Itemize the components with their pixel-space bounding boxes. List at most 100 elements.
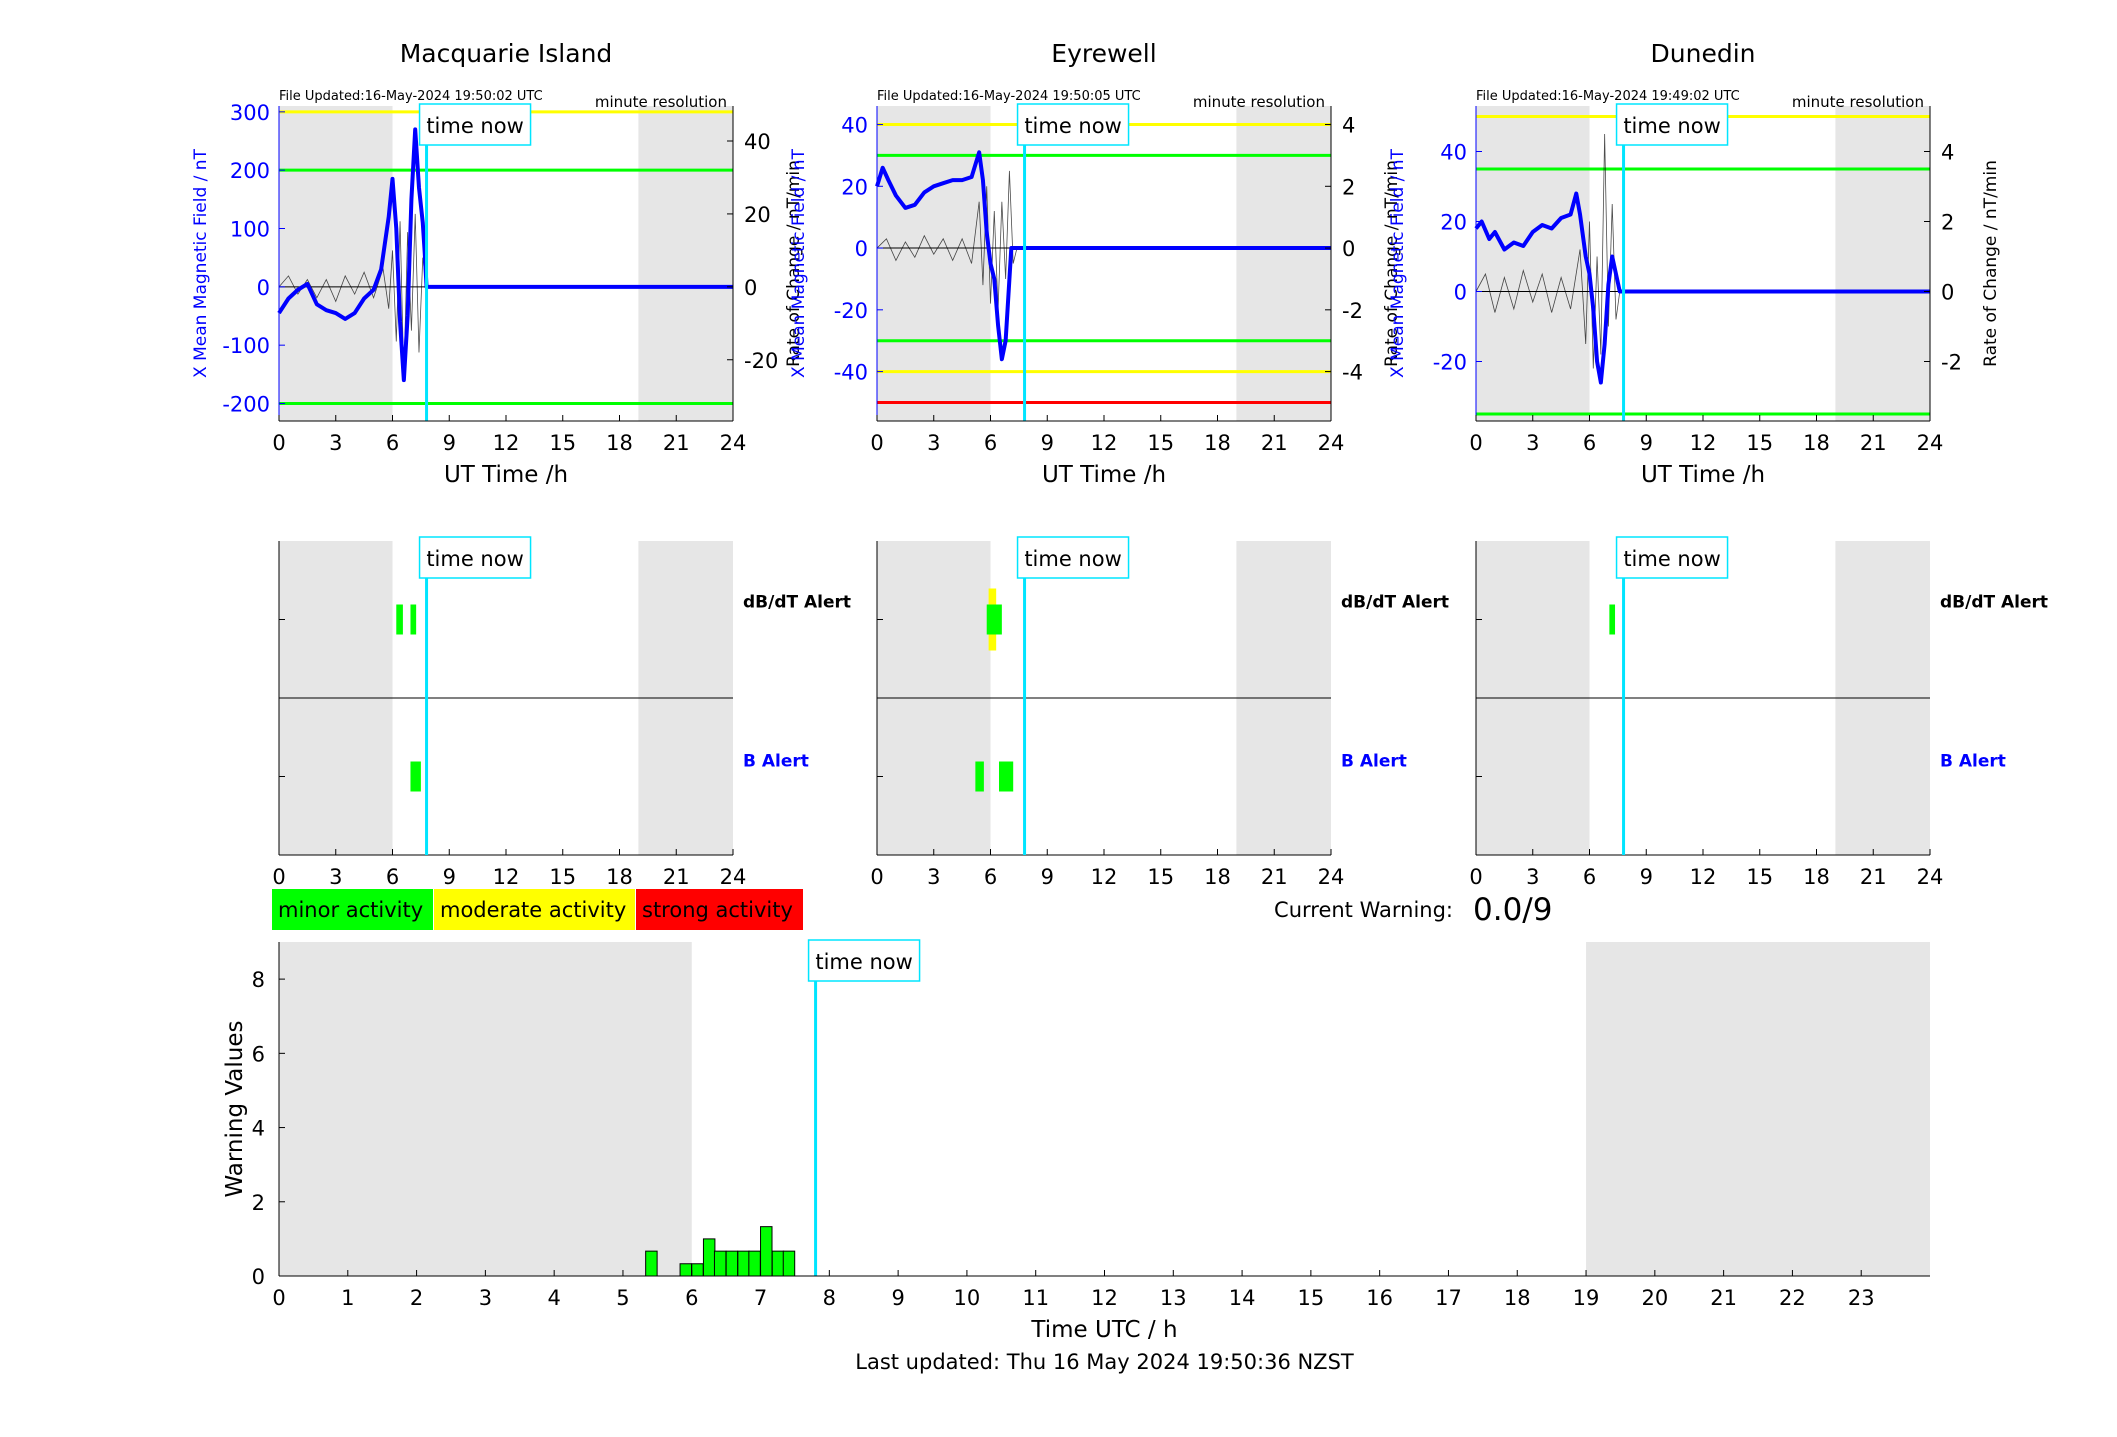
- time-now-label: time now: [426, 114, 523, 138]
- x-tick-label: 0: [1469, 865, 1482, 889]
- y-right-tick-label: 0: [744, 276, 757, 300]
- x-tick-label: 3: [927, 865, 940, 889]
- current-warning-label: Current Warning:: [1274, 898, 1453, 922]
- x-tick-label: 12: [1091, 1286, 1118, 1310]
- legend-swatch-1: [434, 889, 635, 930]
- x-tick-label: 3: [927, 431, 940, 455]
- warning-bar: [771, 1250, 785, 1277]
- x-tick-label: 21: [1710, 1286, 1737, 1310]
- y-right-tick-label: 4: [1342, 114, 1355, 138]
- y-right-axis-label: Rate of Change / nT/min: [1382, 160, 1402, 367]
- x-tick-label: 0: [272, 1286, 285, 1310]
- dbdt-alert-label: dB/dT Alert: [1940, 593, 2048, 613]
- last-updated: Last updated: Thu 16 May 2024 19:50:36 N…: [855, 1350, 1354, 1374]
- b-alert-label: B Alert: [743, 752, 809, 772]
- station-chart-0: 0 3 6 9 12 15 18 21 24-200-1000100200300-2002040…: [191, 39, 804, 488]
- time-now-box: [1615, 103, 1729, 146]
- y-tick-label: 8: [252, 968, 265, 992]
- warning-bar: [760, 1226, 773, 1277]
- x-tick-label: 24: [1318, 865, 1345, 889]
- x-tick-label: 7: [754, 1286, 767, 1310]
- resolution-label: minute resolution: [595, 93, 727, 111]
- y-right-tick-label: -4: [1342, 361, 1363, 385]
- x-tick-label: 24: [1318, 431, 1345, 455]
- x-tick-label: 9: [1041, 865, 1054, 889]
- time-now-label: time now: [426, 547, 523, 571]
- x-tick-label: 15: [1147, 431, 1174, 455]
- x-tick-label: 21: [1860, 431, 1887, 455]
- y-tick-label: 0: [252, 1265, 265, 1289]
- x-tick-label: 4: [547, 1286, 560, 1310]
- x-tick-label: 21: [1860, 865, 1887, 889]
- alert-chart-1: dB/dT Alert B Alert 0 3 6 9 12 15 18 21 24: [870, 541, 1449, 889]
- y-left-tick-label: 0: [257, 276, 270, 300]
- resolution-label: minute resolution: [1193, 93, 1325, 111]
- y-right-tick-label: 20: [744, 203, 771, 227]
- time-now-label: time now: [1024, 114, 1121, 138]
- warning-bar: [645, 1250, 658, 1277]
- x-tick-label: 24: [720, 865, 747, 889]
- x-axis-label: UT Time /h: [1641, 462, 1765, 488]
- b-alert-bar: [410, 761, 421, 792]
- legend-swatch-2: [636, 889, 803, 930]
- x-tick-label: 15: [1147, 865, 1174, 889]
- x-tick-label: 9: [443, 865, 456, 889]
- x-tick-label: 8: [823, 1286, 836, 1310]
- x-tick-label: 3: [329, 431, 342, 455]
- legend-label-2: strong activity: [642, 898, 793, 922]
- x-tick-label: 10: [954, 1286, 981, 1310]
- night-shade: [1236, 106, 1331, 421]
- legend-label-0: minor activity: [278, 898, 423, 922]
- y-right-tick-label: 40: [744, 130, 771, 154]
- x-tick-label: 3: [329, 865, 342, 889]
- x-axis-label: UT Time /h: [444, 462, 568, 488]
- station-title: Macquarie Island: [400, 39, 613, 68]
- y-left-tick-label: -200: [222, 393, 270, 417]
- station-title: Dunedin: [1651, 39, 1756, 68]
- y-left-tick-label: 0: [1454, 281, 1467, 305]
- x-mean-field-series: [875, 150, 1331, 362]
- x-tick-label: 15: [549, 865, 576, 889]
- y-left-tick-label: 0: [855, 237, 868, 261]
- y-left-tick-label: -100: [222, 334, 270, 358]
- y-left-tick-label: 200: [230, 159, 270, 183]
- y-left-tick-label: 40: [841, 114, 868, 138]
- y-right-tick-label: 0: [1941, 281, 1954, 305]
- x-axis-label: UT Time /h: [1042, 462, 1166, 488]
- warning-bar: [679, 1263, 693, 1277]
- x-tick-label: 3: [479, 1286, 492, 1310]
- time-now-label: time now: [1623, 114, 1720, 138]
- x-tick-label: 0: [870, 431, 883, 455]
- y-tick-label: 6: [252, 1042, 265, 1066]
- x-tick-label: 6: [386, 865, 399, 889]
- b-alert-bar: [999, 761, 1014, 792]
- legend-label-1: moderate activity: [440, 898, 626, 922]
- x-tick-label: 23: [1848, 1286, 1875, 1310]
- x-tick-label: 18: [1803, 865, 1830, 889]
- x-tick-label: 13: [1160, 1286, 1187, 1310]
- dbdt-alert-bar: [410, 604, 417, 635]
- x-tick-label: 3: [1526, 431, 1539, 455]
- y-tick-label: 4: [252, 1117, 265, 1141]
- warning-bar: [737, 1250, 750, 1277]
- x-tick-label: 14: [1229, 1286, 1256, 1310]
- rate-of-change-series: [278, 213, 733, 378]
- warning-bar: [713, 1250, 727, 1277]
- y-left-axis-label: X Mean Magnetic Field / nT: [191, 148, 211, 378]
- time-now-box: [1615, 536, 1729, 579]
- y-left-tick-label: 20: [1440, 211, 1467, 235]
- night-shade: [877, 106, 991, 421]
- night-shade: [279, 942, 692, 1276]
- x-tick-label: 9: [1640, 431, 1653, 455]
- x-tick-label: 6: [386, 431, 399, 455]
- x-tick-label: 19: [1573, 1286, 1600, 1310]
- x-mean-field-series: [277, 127, 733, 383]
- x-tick-label: 0: [272, 865, 285, 889]
- night-shade: [1476, 106, 1590, 421]
- y-tick-label: 2: [252, 1191, 265, 1215]
- dbdt-alert-bar: [396, 604, 403, 635]
- y-right-tick-label: -2: [1941, 351, 1962, 375]
- x-tick-label: 22: [1779, 1286, 1806, 1310]
- x-tick-label: 2: [410, 1286, 423, 1310]
- x-tick-label: 1: [341, 1286, 354, 1310]
